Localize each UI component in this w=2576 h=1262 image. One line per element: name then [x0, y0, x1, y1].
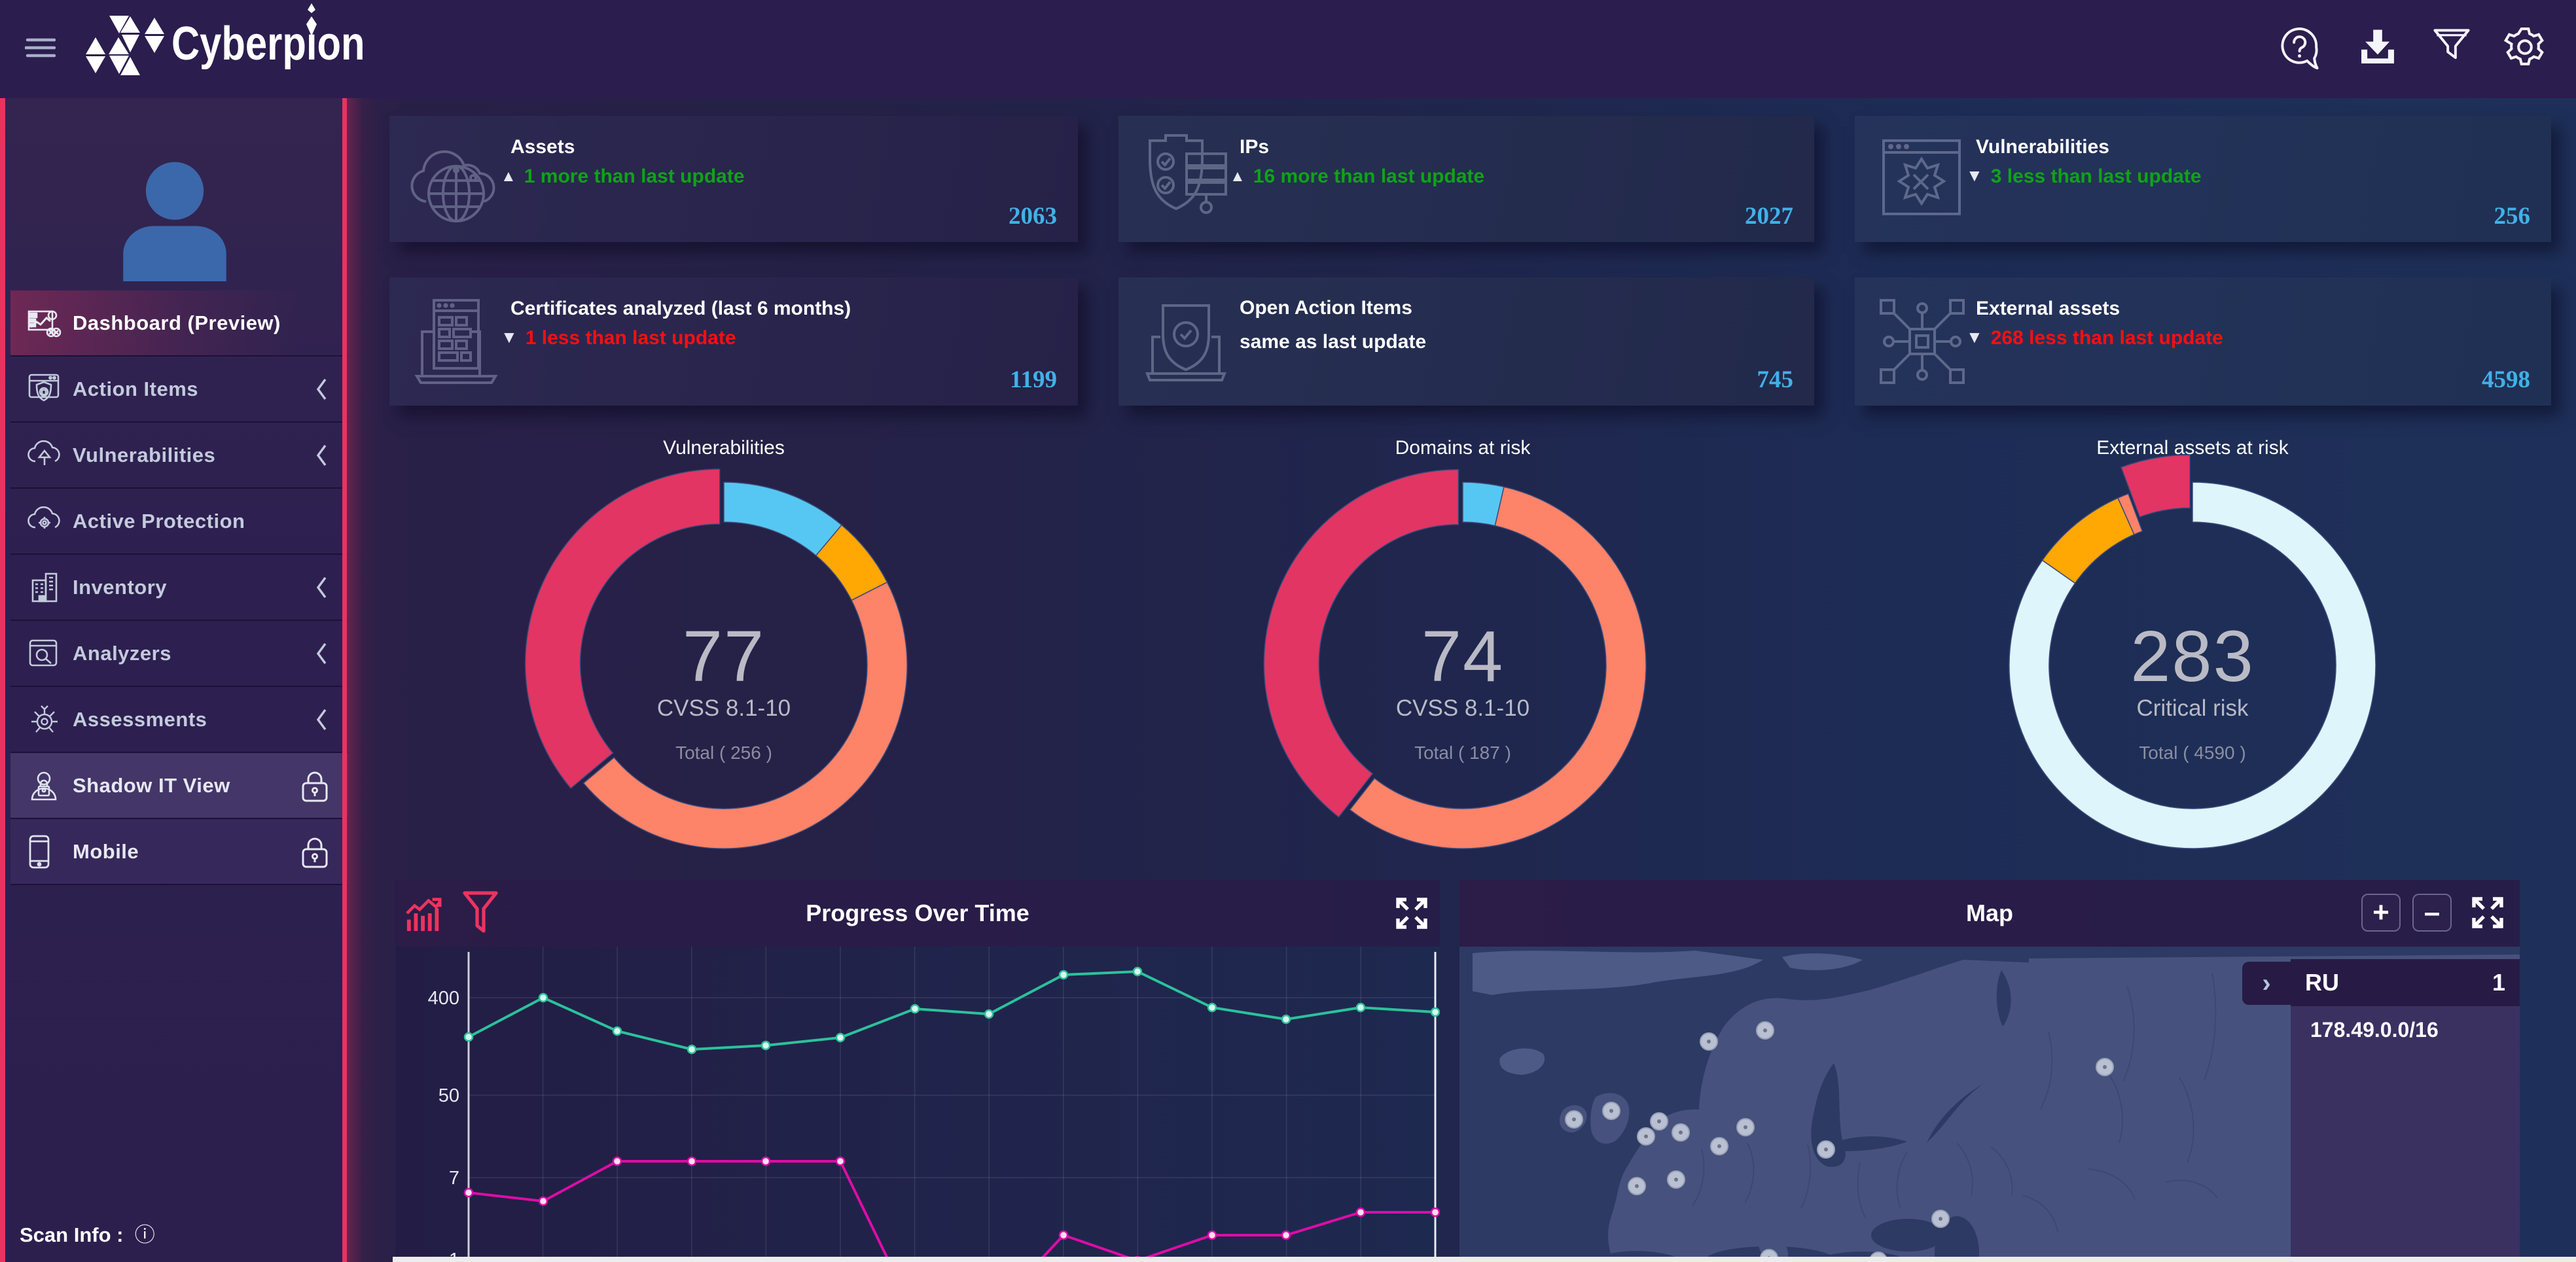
svg-text:50: 50 [438, 1085, 459, 1106]
svg-text:400: 400 [428, 988, 459, 1009]
svg-text:7: 7 [449, 1168, 459, 1189]
